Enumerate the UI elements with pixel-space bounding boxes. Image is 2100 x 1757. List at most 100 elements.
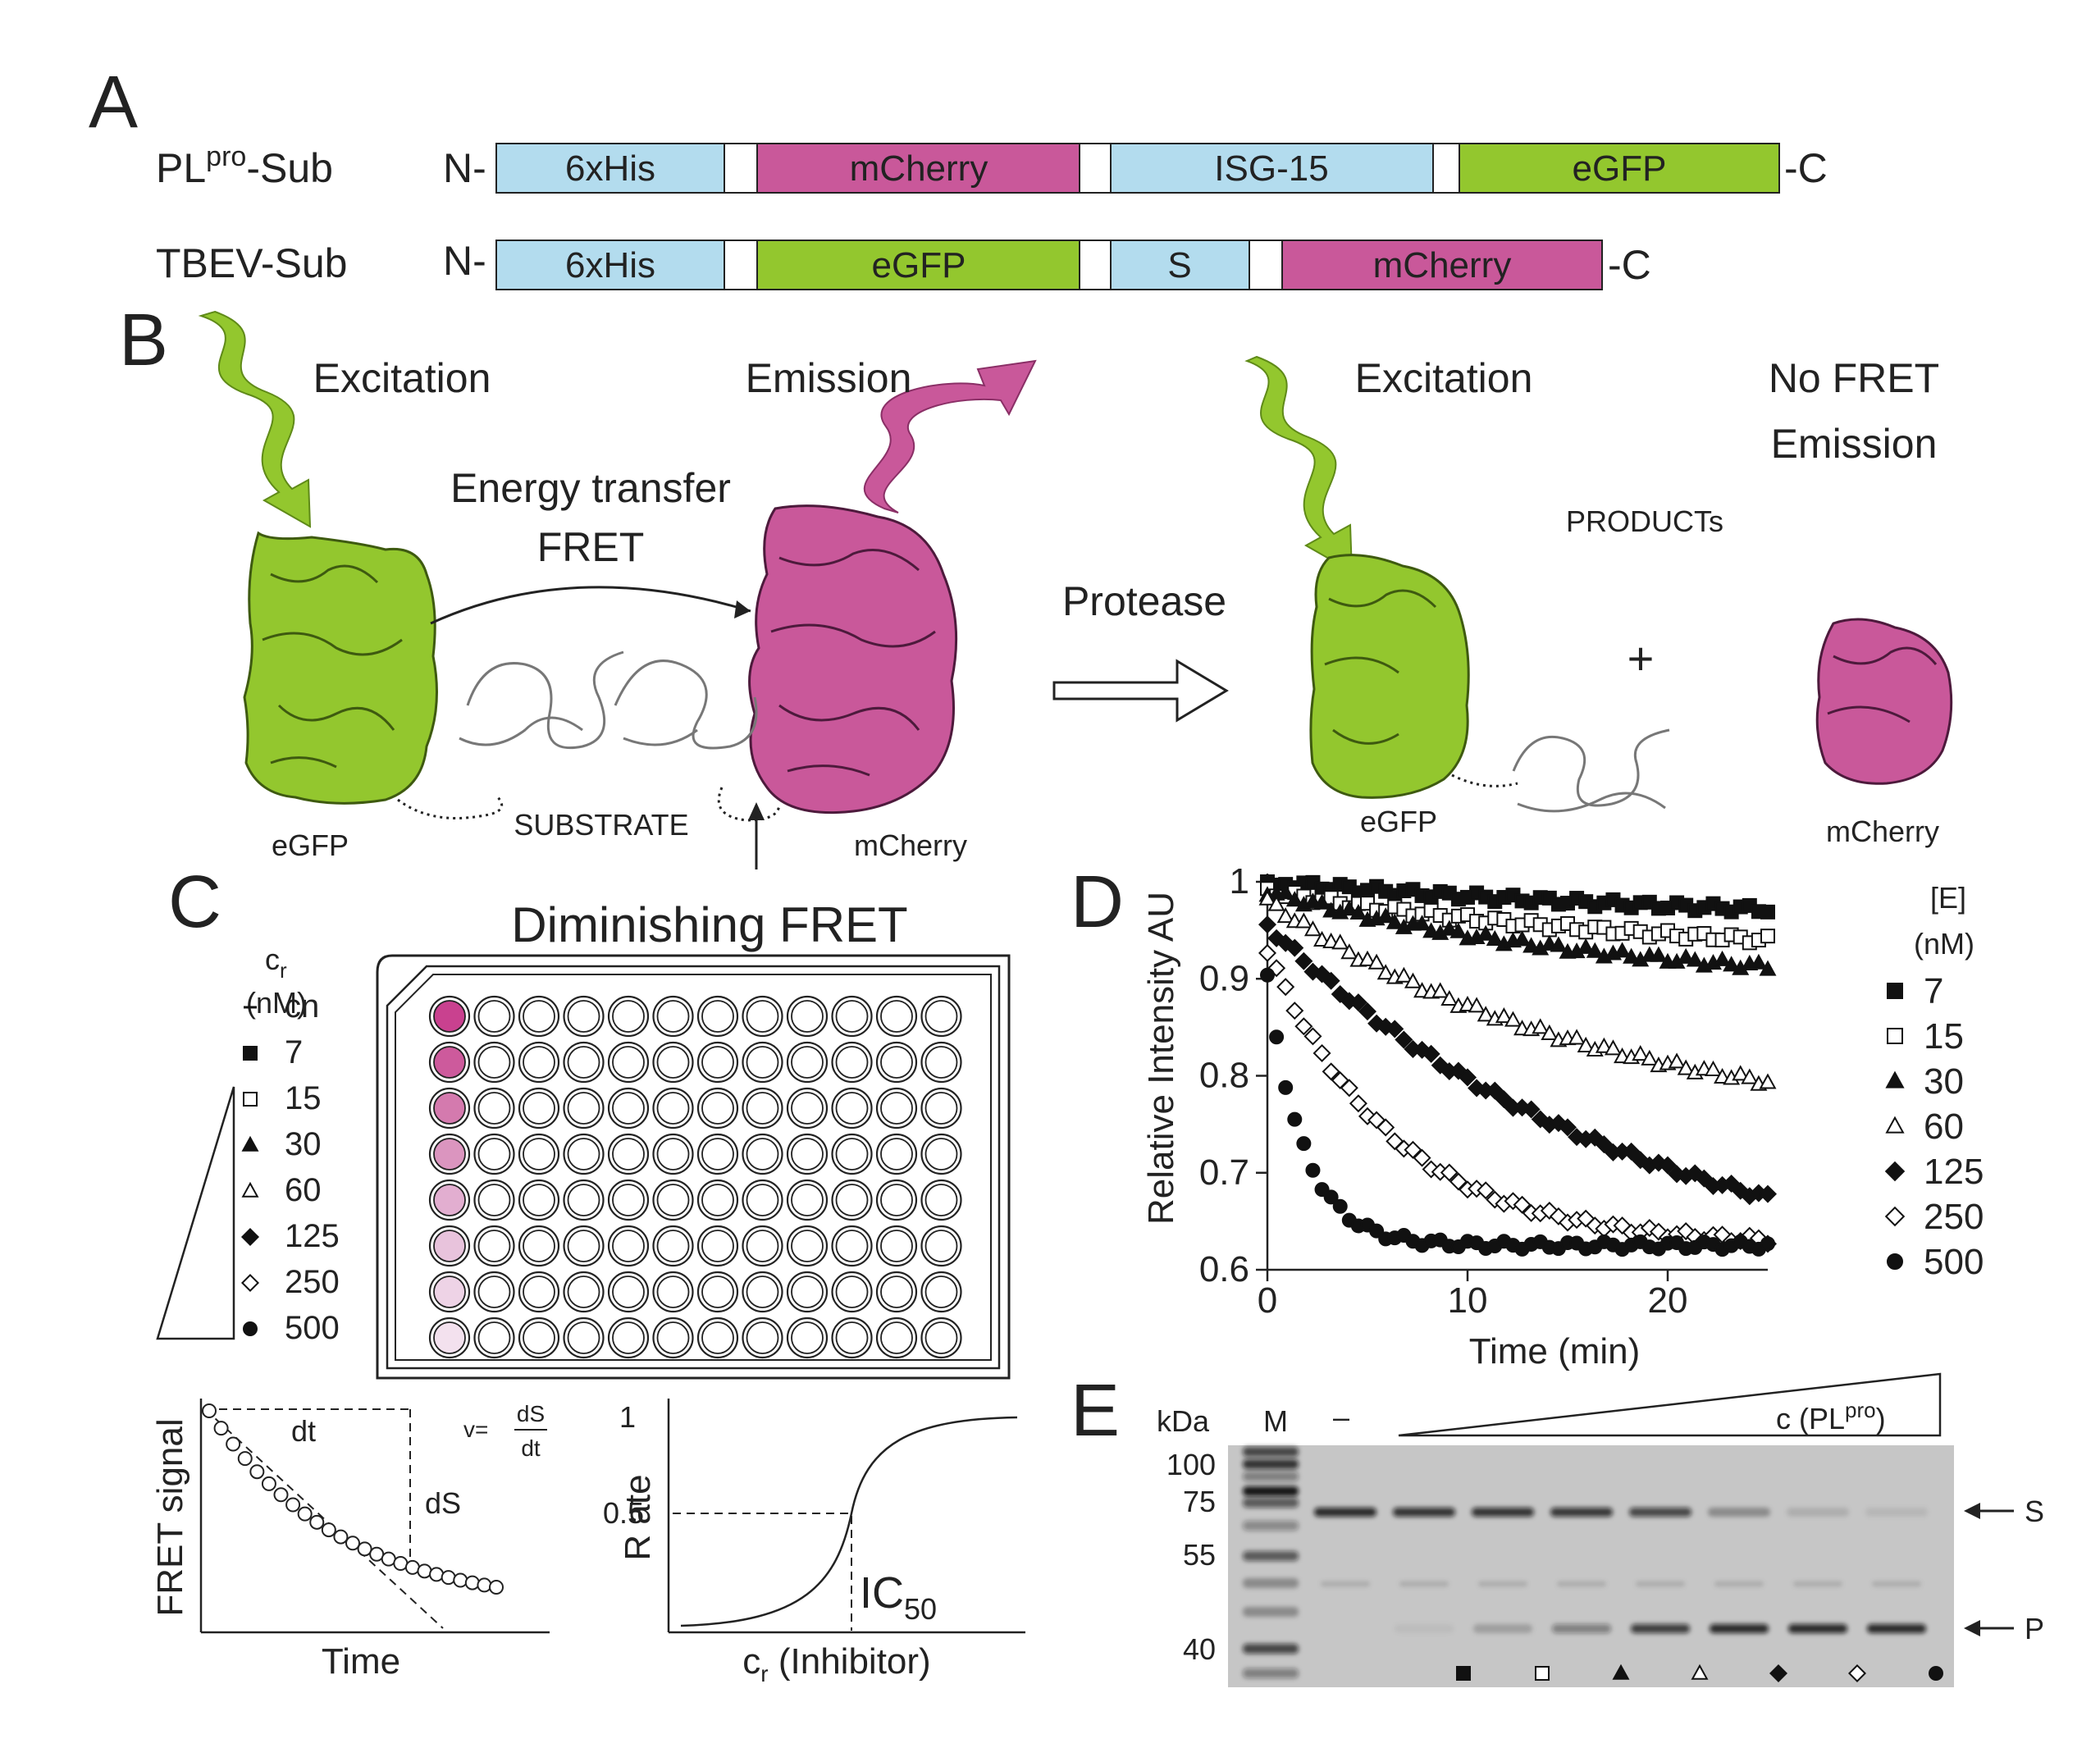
data-point-30	[1577, 938, 1595, 954]
data-point-60	[1468, 997, 1486, 1013]
legend-label: cn	[285, 988, 319, 1025]
data-point-125	[1531, 1110, 1550, 1129]
data-point-30	[1486, 929, 1504, 946]
data-point-125	[1294, 952, 1313, 970]
kinetics-point	[477, 1577, 492, 1593]
legend-marker-square-open	[1887, 1028, 1903, 1044]
plate-well-inner	[477, 1092, 511, 1125]
data-point-30	[1686, 951, 1704, 967]
data-point-60	[1440, 989, 1459, 1006]
gel-background	[1228, 1445, 1954, 1687]
data-point-60	[1577, 1036, 1595, 1052]
protease-arrow-icon	[1052, 659, 1229, 723]
legend-marker-diamond-filled	[1884, 1161, 1906, 1182]
plate-well-inner	[835, 1000, 869, 1033]
plate-well-inner	[746, 1092, 779, 1125]
data-point-60	[1532, 1018, 1550, 1034]
label-fret: FRET	[537, 524, 645, 570]
mcherry-surface-texture	[1827, 646, 1938, 723]
plate-well-inner	[656, 1092, 690, 1125]
plate-well-inner	[656, 1321, 690, 1354]
gel-lane-symbols	[1456, 1663, 1943, 1683]
plate-well-inner	[433, 1138, 466, 1171]
substrate-ribbon-icon	[459, 650, 758, 750]
plate-well-inner	[477, 1000, 511, 1033]
mcherry-protein-icon	[748, 504, 958, 815]
kinetics-point	[345, 1536, 360, 1551]
data-point-125	[1486, 1081, 1504, 1100]
gel-faint-band	[1321, 1581, 1370, 1586]
plate-well-inner	[701, 1321, 734, 1354]
plate-well-inner	[656, 1046, 690, 1079]
plate-well-inner	[433, 1184, 466, 1216]
plate-well-inner	[835, 1321, 869, 1354]
legend-label: 7	[1924, 971, 1943, 1011]
linker-dotted	[397, 794, 504, 819]
data-point-30	[1449, 922, 1468, 938]
plate-inner-rim	[395, 974, 992, 1361]
data-point-30	[1386, 913, 1404, 929]
plate-well-inner	[746, 1230, 779, 1262]
construct2-n-term: N-	[443, 238, 486, 284]
plate-title: Diminishing FRET	[511, 897, 907, 952]
linker	[1249, 240, 1283, 290]
data-point-60	[1376, 964, 1395, 980]
gel-faint-band	[1557, 1581, 1606, 1586]
kinetics-point	[309, 1514, 325, 1530]
plate-well-inner	[791, 1000, 824, 1033]
gel-faint-band	[1636, 1581, 1685, 1586]
plate-wells	[428, 995, 962, 1359]
plate-well-inner	[701, 1184, 734, 1216]
label-egfp-right: eGFP	[1360, 805, 1437, 838]
data-point-60	[1641, 1049, 1659, 1066]
plate-well-inner	[612, 1138, 645, 1171]
data-point-500	[1296, 1136, 1312, 1152]
data-point-60	[1741, 1068, 1759, 1084]
construct1-n-term: N-	[443, 145, 486, 191]
substrate-arrowhead-icon	[1964, 1503, 1980, 1519]
linker-dotted	[1451, 774, 1518, 787]
rate-eq-denominator: dt	[521, 1435, 541, 1461]
data-point-30	[1376, 907, 1395, 924]
legend-marker-triangle-filled	[241, 1135, 259, 1152]
legend-marker-circle-filled	[1887, 1253, 1903, 1270]
data-point-250	[1322, 1062, 1340, 1081]
domain-label: 6xHis	[565, 245, 655, 285]
egfp-surface-texture	[1324, 589, 1437, 745]
kinetics-point	[429, 1567, 445, 1582]
data-point-125	[1395, 1030, 1413, 1049]
domain-egfp	[756, 240, 1080, 290]
plate-well-inner	[433, 1092, 466, 1125]
gel-substrate-band	[1708, 1508, 1770, 1517]
plate-well-inner	[880, 1138, 913, 1171]
cleavage-arrowhead-icon	[748, 802, 765, 820]
data-point-60	[1267, 895, 1285, 911]
domain-label: S	[1167, 245, 1191, 285]
plate-well-inner	[612, 1000, 645, 1033]
legend-label: 60	[285, 1172, 322, 1208]
legend-unit: (nM)	[1914, 927, 1974, 961]
data-point-30	[1513, 930, 1532, 947]
dose-y-tick-05: 0.5	[603, 1496, 644, 1530]
data-point-250	[1312, 1043, 1331, 1062]
gel-lane-symbol-diamond-open	[1847, 1663, 1867, 1683]
kinetics-point	[321, 1522, 336, 1538]
plate-well-inner	[523, 1138, 555, 1171]
data-point-30	[1650, 946, 1668, 962]
panel-d-label: D	[1071, 861, 1124, 943]
panel-b-label: B	[119, 299, 168, 381]
plate-well-inner	[924, 1000, 958, 1033]
data-point-60	[1340, 943, 1358, 960]
plate-well-inner	[880, 1000, 913, 1033]
x-tick-label: 20	[1648, 1280, 1688, 1321]
data-point-30	[1477, 924, 1495, 941]
kinetics-point	[441, 1570, 456, 1586]
kinetics-y-label: FRET signal	[150, 1418, 190, 1616]
rate-eq-numerator: dS	[517, 1401, 545, 1426]
data-point-30	[1550, 936, 1568, 952]
plate-well-inner	[567, 1321, 600, 1354]
plate-well-inner	[791, 1138, 824, 1171]
label-mcherry-left: mCherry	[854, 828, 967, 862]
sigmoid-curve	[680, 1416, 1018, 1627]
gel-lane-symbol-square-filled	[1456, 1666, 1471, 1681]
